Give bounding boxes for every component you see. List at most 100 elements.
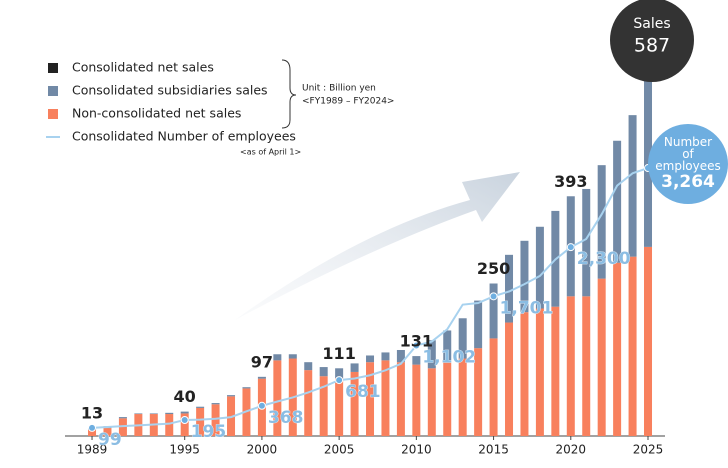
bar-segment	[489, 338, 498, 436]
bar-segment	[597, 278, 606, 436]
employees-point	[335, 376, 344, 385]
legend-swatch	[48, 63, 58, 73]
bar-segment	[597, 165, 606, 279]
bar-segment	[196, 406, 205, 408]
bar-segment	[304, 362, 313, 371]
bar-segment	[396, 349, 405, 363]
x-tick-label: 2020	[556, 443, 587, 457]
bar-segment	[520, 312, 529, 436]
date-note: <as of April 1>	[240, 148, 301, 157]
bar-segment	[505, 322, 514, 436]
bar-segment	[582, 188, 591, 297]
bar-segment	[366, 355, 375, 363]
unit-note: Unit : Billion yen	[302, 84, 376, 94]
bar-segment	[304, 370, 313, 436]
bar-segment	[628, 256, 637, 436]
bar-segment	[134, 413, 143, 415]
bar-segment	[88, 429, 97, 436]
bar-segment	[458, 318, 467, 359]
bar-segment	[443, 360, 452, 436]
legend-label: Consolidated Number of employees	[72, 129, 296, 144]
bar-segment	[350, 371, 359, 436]
bar-segment	[165, 414, 174, 436]
employees-point	[88, 423, 97, 432]
sales-label: 13	[81, 404, 103, 423]
bar-segment	[149, 413, 158, 415]
sales-label: 97	[251, 352, 273, 371]
bar-segment	[396, 362, 405, 436]
bar-segment	[196, 407, 205, 436]
employees-callout-value: 3,264	[661, 172, 715, 192]
bar-segment	[520, 240, 529, 313]
sales-label: 111	[322, 344, 355, 363]
legend-swatch	[48, 86, 58, 96]
bar-segment	[474, 300, 483, 349]
legend-label: Non-consolidated net sales	[72, 106, 241, 121]
bar-segment	[381, 352, 390, 361]
bar-segment	[319, 367, 328, 377]
bar-segment	[644, 246, 653, 436]
employees-point	[180, 415, 189, 424]
sales-label: 131	[400, 332, 433, 351]
employees-label: 681	[345, 382, 381, 402]
bar-segment	[535, 308, 544, 436]
sales-label: 250	[477, 259, 510, 278]
bar-segment	[335, 368, 344, 379]
bar-segment	[180, 413, 189, 436]
bar-segment	[103, 428, 112, 436]
bar-segment	[118, 417, 127, 419]
bar-segment	[335, 378, 344, 436]
bar-segment	[489, 283, 498, 339]
bar-segment	[443, 330, 452, 361]
employees-label: 2,300	[577, 249, 631, 269]
legend-label: Consolidated net sales	[72, 60, 214, 75]
employees-label: 1,701	[500, 298, 554, 318]
bar-segment	[180, 411, 189, 414]
period-note: <FY1989 – FY2024>	[302, 97, 394, 107]
employees-label: 1,102	[422, 348, 476, 368]
bar-segment	[458, 358, 467, 436]
employees-point	[412, 341, 421, 350]
bar-segment	[273, 354, 282, 361]
x-tick-label: 1989	[77, 443, 108, 457]
x-tick-label: 2005	[324, 443, 355, 457]
x-tick-label: 1995	[169, 443, 200, 457]
sales-label: 393	[554, 172, 587, 191]
x-tick-label: 2025	[633, 443, 664, 457]
bar-segment	[118, 418, 127, 436]
bar-segment	[566, 296, 575, 436]
bar-segment	[412, 364, 421, 436]
bar-segment	[242, 387, 251, 389]
plot: 1989 1995 2000 2005 2010 2015 2020 2025 Consolid…	[46, 60, 665, 457]
bar-segment	[582, 296, 591, 436]
bar-segment	[381, 360, 390, 436]
bar-segment	[535, 226, 544, 309]
bar-segment	[273, 360, 282, 436]
sales-callout	[610, 0, 694, 82]
bar-segment	[211, 404, 220, 436]
bar-segment	[350, 363, 359, 372]
x-tick-label: 2015	[478, 443, 509, 457]
x-tick-label: 2010	[401, 443, 432, 457]
employees-point	[566, 243, 575, 252]
employees-callout	[648, 124, 728, 204]
employees-label: 99	[98, 430, 122, 450]
bar-segment	[227, 395, 236, 397]
bar-segment	[628, 115, 637, 257]
sales-callout-title: Sales	[633, 16, 670, 32]
employees-callout-title: Number of employees	[655, 135, 720, 173]
bar-segment	[211, 403, 220, 405]
bar-segment	[288, 354, 297, 359]
bar-segment	[412, 356, 421, 365]
bar-segment	[366, 362, 375, 436]
legend-bracket	[281, 59, 297, 129]
employees-point	[489, 292, 498, 301]
bar-segment	[319, 376, 328, 436]
bar-segment	[505, 254, 514, 323]
bar-segment	[613, 140, 622, 263]
bar-segment	[427, 340, 436, 369]
sales-callout-value: 587	[634, 35, 670, 57]
bar-segment	[613, 262, 622, 436]
bar-segment	[165, 412, 174, 415]
